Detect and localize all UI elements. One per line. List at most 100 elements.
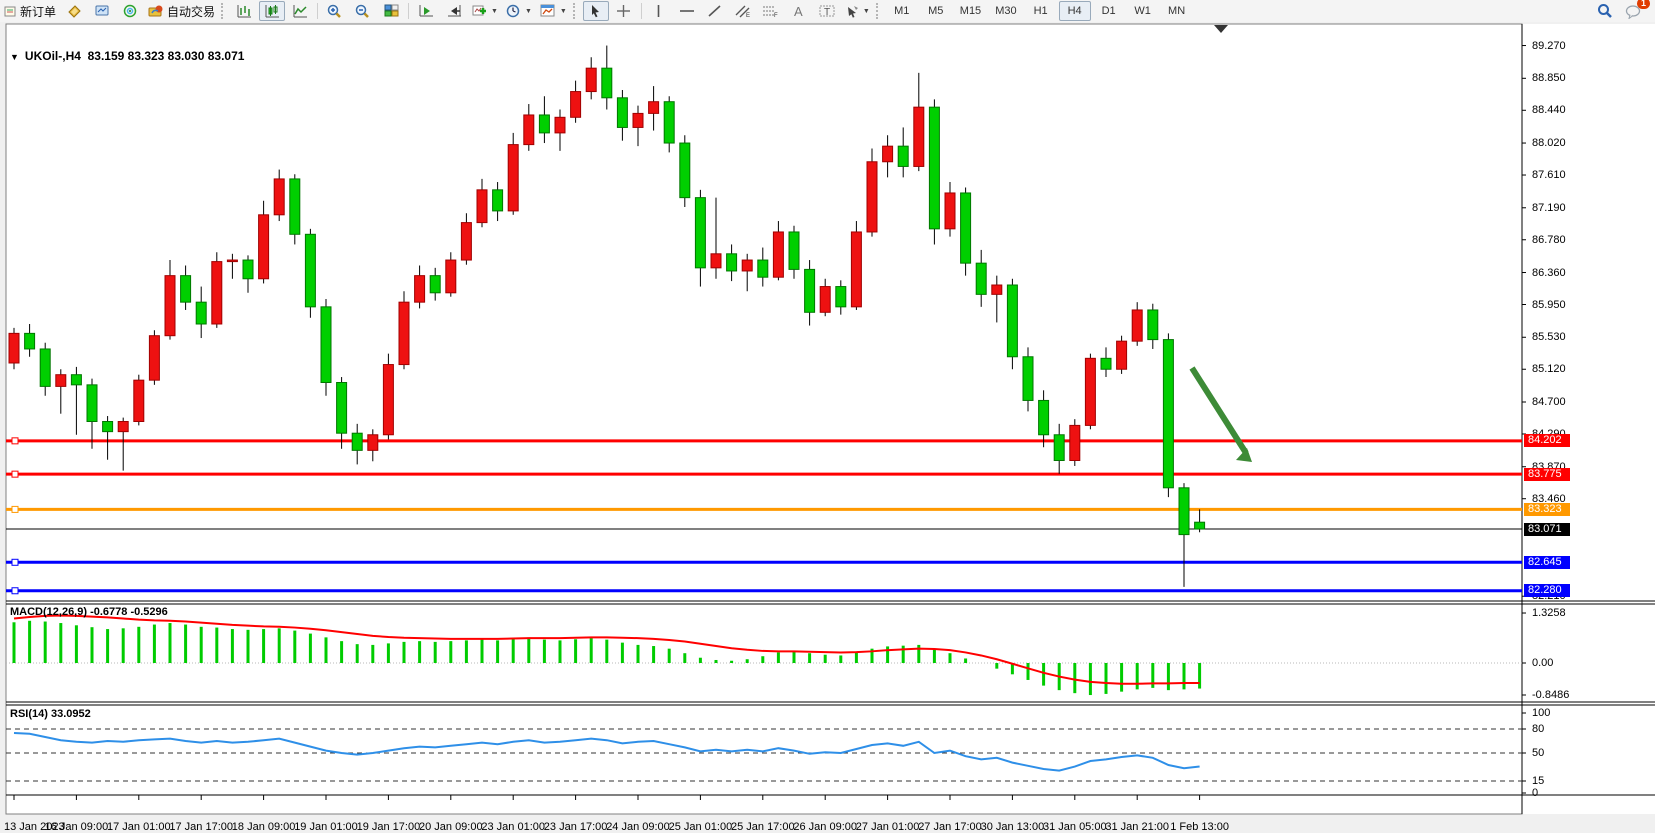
text-label-icon: T [819,5,835,18]
candle-body [24,332,36,350]
search-button[interactable] [1592,1,1618,21]
rsi-axis-label: 100 [1532,707,1551,719]
macd-axis-label: -0.8486 [1532,688,1570,701]
chat-unread-badge: 1 [1636,0,1650,9]
price-line-tag-82.645: 82.645 [1524,555,1570,569]
text-tool-button[interactable]: A [786,1,812,21]
hline-handle[interactable] [11,587,19,595]
price-axis-label: 85.530 [1532,331,1566,344]
hline-handle[interactable] [11,505,19,513]
auto-scroll-button[interactable] [413,1,439,21]
candle-body [913,106,925,167]
chart-shift-marker[interactable] [1214,25,1228,33]
arrows-dropdown-arrow[interactable]: ▼ [862,7,870,15]
time-axis-label: 19 Jan 17:00 [356,821,421,833]
crosshair-icon [617,5,631,17]
candle-body [460,222,472,261]
text-label-tool-button[interactable]: T [814,1,840,21]
chat-button[interactable]: 1 [1620,0,1650,21]
candle-body [320,306,332,383]
timeframe-button-w1[interactable]: W1 [1134,5,1151,17]
periods-dropdown-arrow[interactable]: ▼ [524,7,532,15]
signals-button[interactable] [117,1,143,21]
rsi-axis-label: 0 [1532,787,1539,799]
zoom-in-button[interactable] [322,1,348,21]
timeframe-button-m5[interactable]: M5 [928,5,944,17]
crosshair-tool-button[interactable] [611,1,637,21]
timeframe-button-h4[interactable]: H4 [1058,1,1091,21]
svg-text:E: E [746,13,750,18]
candle-body [382,364,394,436]
price-line-tag-83.775: 83.775 [1524,467,1570,481]
chart-shift-button[interactable] [441,1,467,21]
hline-handle[interactable] [11,437,19,445]
candle-body [8,332,20,364]
price-axis-label: 86.780 [1532,233,1566,246]
time-axis-label: 30 Jan 13:00 [980,821,1045,833]
trend-arrow-head[interactable] [1236,448,1252,462]
candle-body [788,231,800,270]
candle-body [273,178,285,216]
trendline-tool-button[interactable] [702,1,728,21]
zoom-out-button[interactable] [350,1,376,21]
candle-body [726,253,738,272]
vertical-line-tool-button[interactable] [646,1,672,21]
chart-ohlc-header: ▼ UKOil-,H4 83.159 83.323 83.030 83.071 [10,49,244,63]
horizontal-line-icon [679,10,694,12]
channel-tool-button[interactable]: E [730,1,756,21]
toolbar-grip[interactable] [221,3,228,19]
arrows-tool-button[interactable]: ▼ [842,1,873,21]
auto-trading-icon [148,5,163,17]
chart-canvas[interactable] [0,22,1655,824]
new-order-label: 新订单 [20,4,57,19]
price-axis-label: 88.020 [1532,137,1566,150]
timeframe-button-mn[interactable]: MN [1168,5,1186,17]
toolbar-grip[interactable] [875,3,883,19]
periods-button[interactable]: ▼ [503,1,535,21]
candle-body [804,268,816,313]
rsi-axis-label: 15 [1532,775,1545,787]
time-axis-label: 31 Jan 21:00 [1105,821,1169,833]
cursor-tool-button[interactable] [582,1,609,21]
line-chart-icon [293,5,307,18]
line-chart-button[interactable] [287,1,313,21]
hline-handle[interactable] [11,558,19,566]
timeframe-button-h1[interactable]: H1 [1033,5,1048,17]
timeframe-button-m15[interactable]: M15 [959,5,982,17]
candle-body [164,275,176,337]
new-order-button[interactable]: 新订单 [1,1,59,21]
price-axis-label: 85.120 [1532,363,1566,376]
svg-text:T: T [824,7,830,18]
timeframe-button-m1[interactable]: M1 [894,5,910,17]
tile-windows-icon [384,4,399,17]
rsi-line [13,732,1200,772]
auto-trading-label: 自动交易 [167,4,216,19]
macd-signal-line [13,614,1200,685]
price-axis-background [1522,24,1655,814]
bar-chart-button[interactable] [231,1,257,21]
auto-trading-button[interactable]: 自动交易 [145,1,218,21]
bar-chart-icon [237,5,251,18]
indicators-dropdown-arrow[interactable]: ▼ [559,7,567,15]
text-icon: A [794,4,803,18]
new-chart-dropdown-arrow[interactable]: ▼ [491,7,498,15]
timeframe-button-d1[interactable]: D1 [1101,5,1116,17]
toolbar-grip[interactable] [572,3,580,19]
hline-handle[interactable] [11,470,19,478]
candle-body [648,101,660,114]
candle-body [991,284,1003,295]
timeframe-button-m30[interactable]: M30 [995,5,1017,17]
tile-windows-button[interactable] [378,1,404,21]
new-chart-button[interactable]: ▼ [469,1,501,21]
market-watch-button[interactable] [61,1,87,21]
price-line-tag-84.202: 84.202 [1524,434,1570,448]
data-window-button[interactable] [89,1,115,21]
candlestick-chart-button[interactable] [259,1,286,21]
trend-arrow-annotation[interactable] [1189,366,1249,455]
one-click-collapse-icon[interactable]: ▼ [10,52,19,62]
horizontal-line-tool-button[interactable] [674,1,700,21]
fibonacci-tool-button[interactable]: F [758,1,784,21]
candle-body [1038,399,1050,436]
indicators-button[interactable]: ▼ [537,1,570,21]
time-axis-label: 18 Jan 09:00 [231,821,296,833]
